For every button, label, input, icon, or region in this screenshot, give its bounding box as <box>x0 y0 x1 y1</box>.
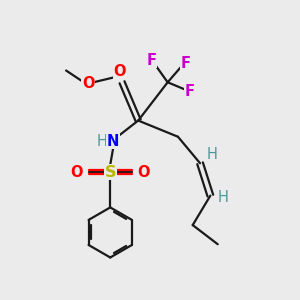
Text: N: N <box>107 134 119 149</box>
Text: S: S <box>104 165 116 180</box>
Text: H: H <box>217 190 228 205</box>
Text: O: O <box>71 165 83 180</box>
Text: O: O <box>137 165 150 180</box>
Text: H: H <box>97 134 108 149</box>
Text: F: F <box>185 84 195 99</box>
Text: O: O <box>113 64 126 79</box>
Text: H: H <box>207 147 218 162</box>
Text: F: F <box>146 53 157 68</box>
Text: F: F <box>180 56 190 70</box>
Text: O: O <box>82 76 94 91</box>
